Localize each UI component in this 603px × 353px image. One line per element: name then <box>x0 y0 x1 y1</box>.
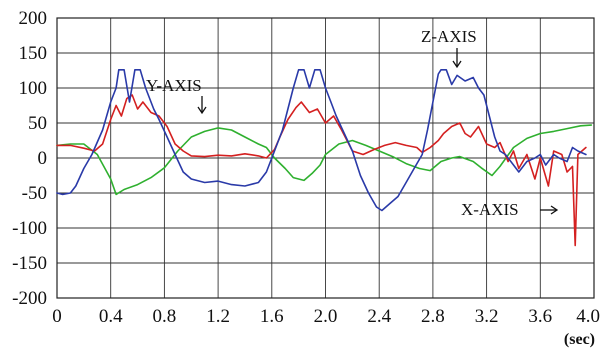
x-tick-label: 2.0 <box>314 306 338 327</box>
x-tick-label: 2.4 <box>367 306 391 327</box>
x-tick-label: 1.2 <box>206 306 230 327</box>
annotation-y-axis-arrow <box>197 96 207 115</box>
y-tick-label: 0 <box>38 148 48 169</box>
annotation-x-axis-arrow <box>540 205 559 215</box>
y-tick-label: -150 <box>12 253 47 274</box>
series-layer <box>56 69 593 247</box>
annotation-z-axis: Z-AXIS <box>421 27 477 46</box>
x-tick-labels: 0 0.4 0.8 1.2 1.6 2.0 2.4 2.8 3.2 3.6 4.0 <box>52 306 600 327</box>
x-tick-label: 3.2 <box>475 306 499 327</box>
y-tick-label: -50 <box>22 183 47 204</box>
y-tick-label: 50 <box>28 113 47 134</box>
x-axis-label: (sec) <box>564 331 595 348</box>
annotation-x-axis: X-AXIS <box>461 200 519 219</box>
annotation-z-axis-arrow <box>452 48 462 69</box>
y-tick-label: -100 <box>12 218 47 239</box>
x-tick-label: 3.6 <box>528 306 552 327</box>
series-line-y-axis <box>56 124 593 196</box>
y-tick-labels: 200 150 100 50 0 -50 -100 -150 -200 <box>12 8 47 309</box>
y-tick-label: 100 <box>19 78 48 99</box>
series-line-z-axis <box>56 69 587 212</box>
x-tick-label: 0 <box>52 306 62 327</box>
y-tick-label: 200 <box>19 8 48 29</box>
x-tick-label: 0.8 <box>153 306 177 327</box>
grid <box>56 17 595 299</box>
x-tick-label: 2.8 <box>421 306 445 327</box>
annotation-y-axis: Y-AXIS <box>146 76 202 95</box>
y-tick-label: 150 <box>19 43 48 64</box>
x-tick-label: 0.4 <box>99 306 123 327</box>
x-tick-label: 1.6 <box>260 306 284 327</box>
y-tick-label: -200 <box>12 288 47 309</box>
series-line-x-axis <box>56 94 587 247</box>
x-tick-label: 4.0 <box>576 306 600 327</box>
plot-frame <box>56 17 595 299</box>
